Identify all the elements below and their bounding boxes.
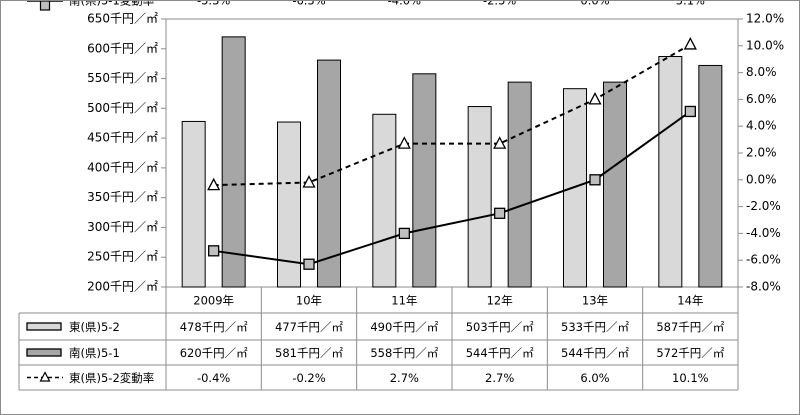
data-table-value: 581千円／㎡ <box>275 346 343 360</box>
square-marker <box>494 207 506 219</box>
bar-2 <box>221 36 246 288</box>
data-table-value: -2.5% <box>483 1 516 8</box>
data-table-value: 587千円／㎡ <box>656 320 724 334</box>
legend-key-triangle <box>39 371 51 382</box>
triangle-marker <box>397 136 411 149</box>
legend-key-bar <box>26 322 62 331</box>
data-table-value: 6.0% <box>580 371 609 385</box>
square-marker <box>589 174 601 186</box>
square-marker <box>398 227 410 240</box>
triangle-marker <box>493 136 507 149</box>
left-axis-tick-label: 600千円／㎡ <box>87 41 158 55</box>
legend-label: 東(県)5-2変動率 <box>69 371 154 385</box>
left-axis-tick-label: 400千円／㎡ <box>87 160 158 174</box>
legend-label: 南(県)5-1変動率 <box>69 1 154 8</box>
data-table-value: 544千円／㎡ <box>466 346 534 360</box>
bar-1 <box>467 106 492 288</box>
left-axis-tick-label: 450千円／㎡ <box>87 131 158 145</box>
legend-key-bar <box>26 348 62 357</box>
legend-label: 東(県)5-2 <box>69 320 120 334</box>
square-marker <box>684 105 696 118</box>
data-table-value: 503千円／㎡ <box>466 320 534 334</box>
category-label: 11年 <box>391 294 417 308</box>
category-label: 10年 <box>296 294 322 308</box>
data-table-value: -5.3% <box>197 1 230 8</box>
bar-2 <box>698 64 723 288</box>
data-table-value: 572千円／㎡ <box>656 346 724 360</box>
square-marker <box>208 245 220 257</box>
bar-1 <box>658 56 683 288</box>
data-table-value: 478千円／㎡ <box>180 320 248 334</box>
data-table-value: 477千円／㎡ <box>275 320 343 334</box>
data-table-value: -0.2% <box>292 371 325 385</box>
category-label: 2009年 <box>193 294 234 308</box>
legend-label: 南(県)5-1 <box>69 346 120 360</box>
data-table-value: 10.1% <box>672 371 709 385</box>
category-label: 12年 <box>487 294 513 308</box>
right-axis-tick-label: 2.0% <box>746 146 777 160</box>
triangle-marker <box>207 177 221 191</box>
bar-2 <box>603 81 627 288</box>
bar-1 <box>372 113 397 288</box>
triangle-marker <box>302 175 316 188</box>
data-table-value: 533千円／㎡ <box>561 320 629 334</box>
left-axis-tick-label: 300千円／㎡ <box>87 220 158 234</box>
right-axis-tick-label: 0.0% <box>746 172 777 186</box>
line-series-3 <box>213 43 691 187</box>
right-axis-tick-label: -6.0% <box>746 253 781 267</box>
right-axis-tick-label: 4.0% <box>746 119 777 133</box>
left-axis-tick-label: 250千円／㎡ <box>87 250 158 264</box>
left-axis-tick-label: 200千円／㎡ <box>87 280 158 294</box>
data-table-value: -0.4% <box>197 371 230 385</box>
data-table-value: 490千円／㎡ <box>370 320 438 334</box>
data-table-value: 558千円／㎡ <box>370 346 438 360</box>
right-axis-tick-label: 10.0% <box>746 38 784 52</box>
data-table-value: 5.1% <box>676 1 705 8</box>
left-axis-tick-label: 350千円／㎡ <box>87 190 158 204</box>
bar-2 <box>507 81 532 288</box>
right-axis-tick-label: -8.0% <box>746 280 781 294</box>
left-axis-tick-label: 500千円／㎡ <box>87 101 158 115</box>
right-axis-tick-label: 6.0% <box>746 92 777 106</box>
right-axis-tick-label: -2.0% <box>746 199 781 213</box>
bar-1 <box>181 120 206 288</box>
category-label: 14年 <box>677 294 703 308</box>
right-axis-tick-label: -4.0% <box>746 226 781 240</box>
bar-2 <box>412 73 437 288</box>
data-table-value: 0.0% <box>580 1 609 8</box>
triangle-marker <box>588 91 602 105</box>
data-table-value: 2.7% <box>485 371 514 385</box>
right-axis-tick-label: 8.0% <box>746 65 777 79</box>
data-table-value: -4.0% <box>388 1 421 8</box>
data-table-value: -6.3% <box>292 1 325 8</box>
legend-key-square <box>39 1 51 11</box>
bar-1 <box>277 121 301 288</box>
data-table-value: 620千円／㎡ <box>180 346 248 360</box>
data-table-value: 2.7% <box>390 371 419 385</box>
left-axis-tick-label: 650千円／㎡ <box>87 12 158 26</box>
category-label: 13年 <box>582 294 608 308</box>
data-table-value: 544千円／㎡ <box>561 346 629 360</box>
plot-area <box>165 18 739 288</box>
square-marker <box>303 258 315 270</box>
right-axis-tick-label: 12.0% <box>746 12 784 26</box>
left-axis-tick-label: 550千円／㎡ <box>87 71 158 85</box>
line-series-4 <box>213 110 691 266</box>
triangle-marker <box>683 37 697 50</box>
